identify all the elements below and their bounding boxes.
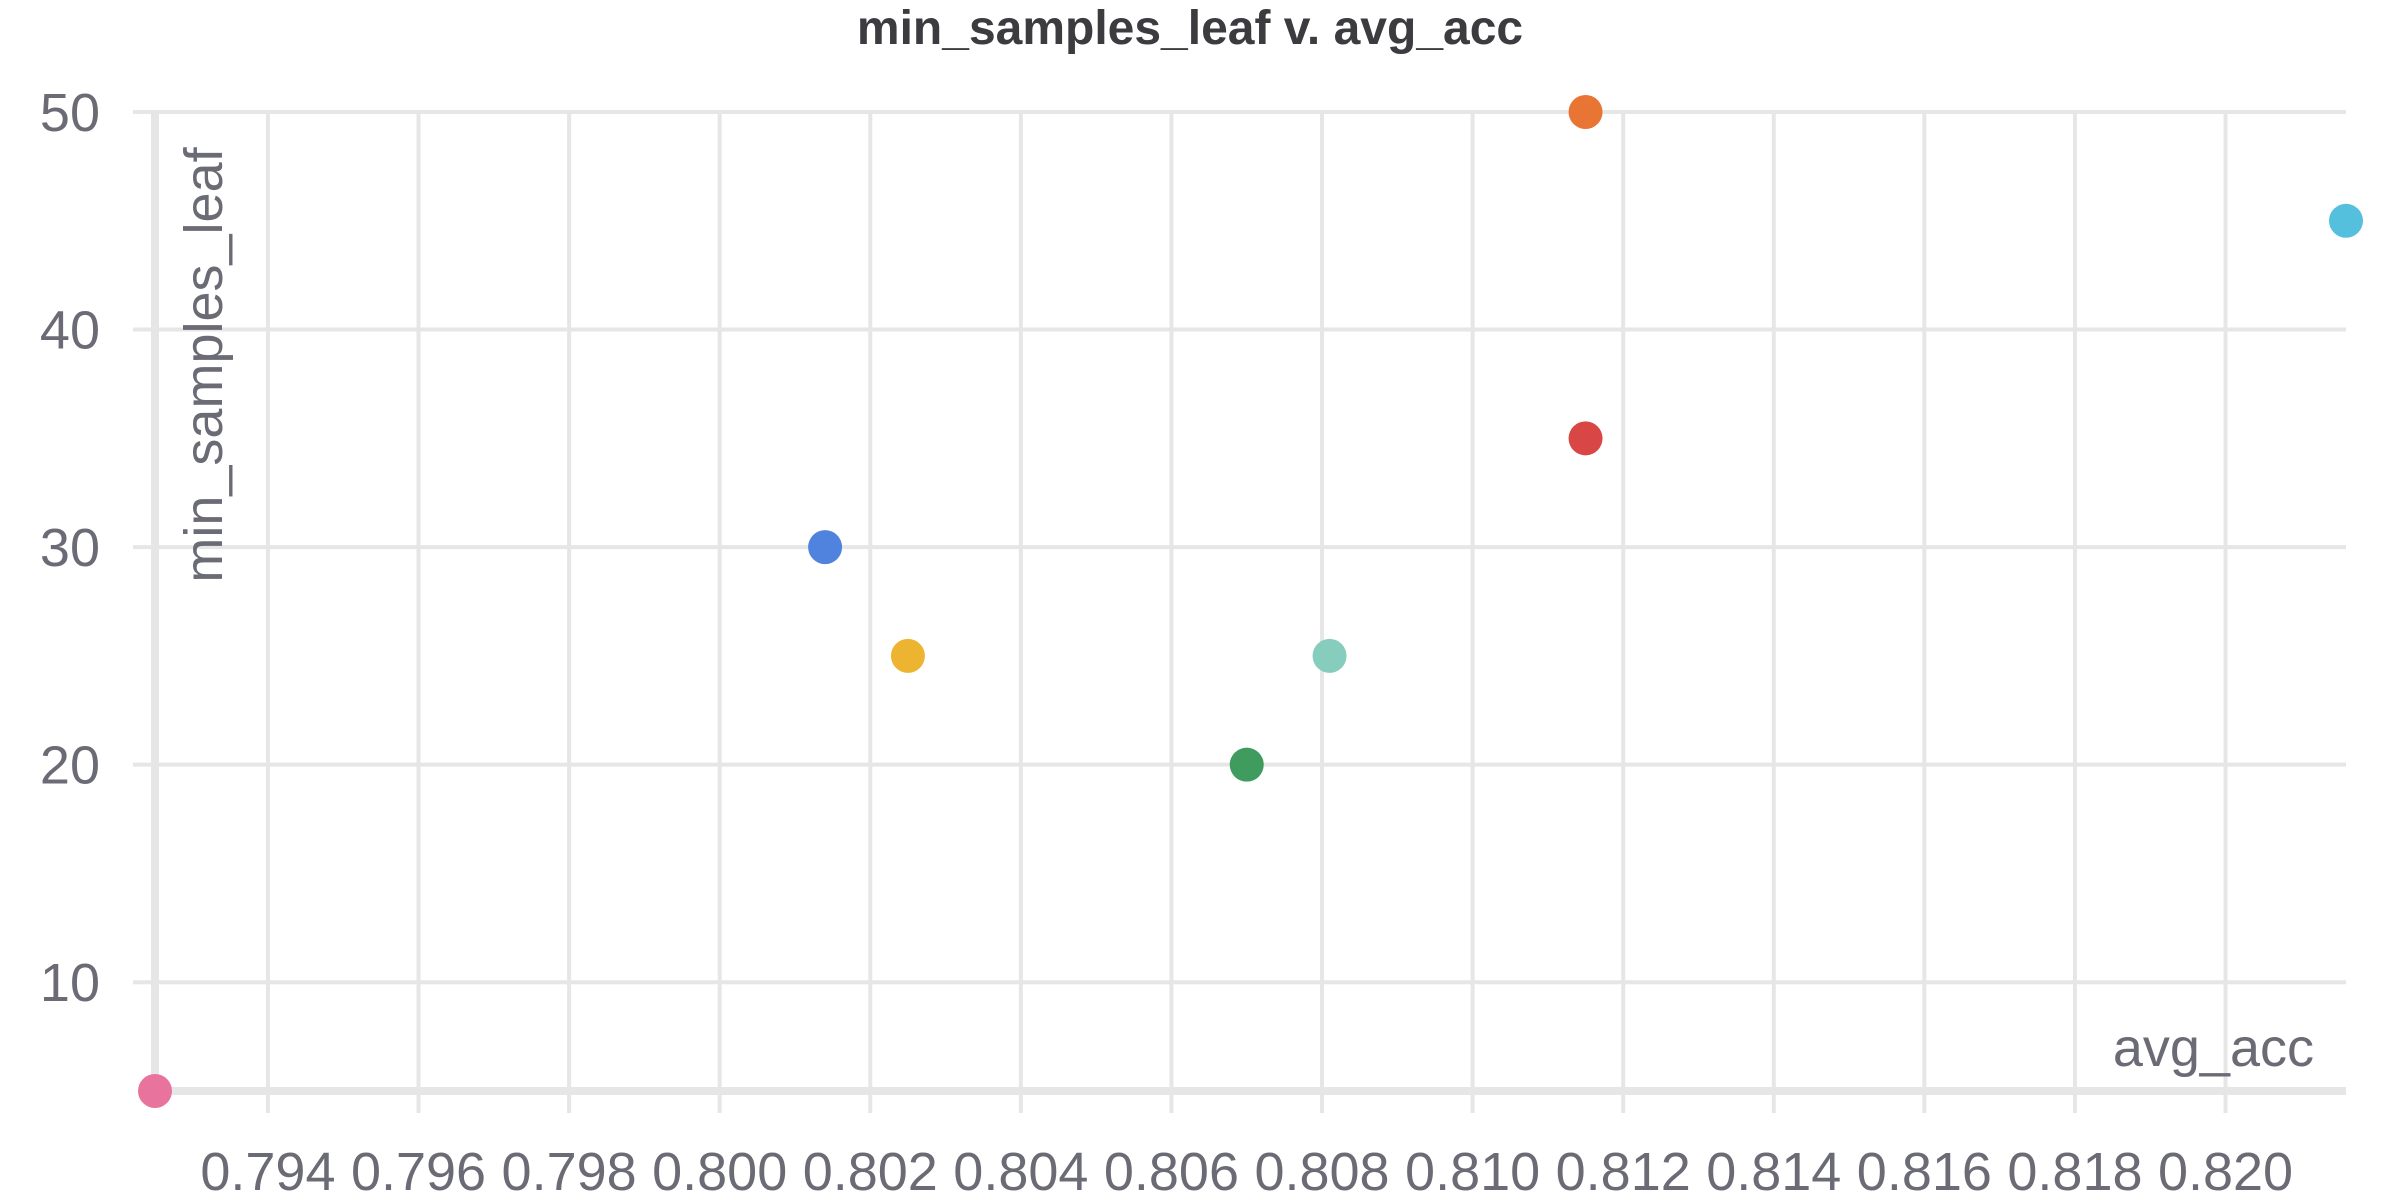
x-tick-label: 0.798 [502,1142,637,1200]
x-tick-label: 0.818 [2007,1142,2142,1200]
x-tick-label: 0.794 [200,1142,335,1200]
x-tick-label: 0.812 [1556,1142,1691,1200]
y-tick-label: 20 [40,736,100,796]
tick-labels: 0.794 0.796 0.798 0.800 0.802 0.804 0.806 0.808… [40,83,2293,1200]
scatter-point [138,1074,172,1108]
grid [155,110,2346,1091]
x-tick-label: 0.820 [2158,1142,2293,1200]
x-tick-label: 0.806 [1104,1142,1239,1200]
scatter-point [1229,747,1264,782]
scatter-point [1568,95,1603,129]
y-axis-title: min_samples_leaf [174,146,234,582]
scatter-point [2329,203,2363,238]
y-tick-label: 30 [40,518,100,578]
y-tick-label: 10 [40,953,100,1013]
data-points [138,95,2363,1108]
x-tick-label: 0.804 [953,1142,1088,1200]
x-tick-label: 0.796 [351,1142,486,1200]
scatter-point [1312,638,1347,673]
scatter-point [890,638,925,673]
x-tick-label: 0.814 [1706,1142,1841,1200]
x-tick-label: 0.800 [652,1142,787,1200]
x-tick-label: 0.808 [1254,1142,1389,1200]
y-tick-label: 40 [40,301,100,361]
chart-title: min_samples_leaf v. avg_acc [857,2,1523,55]
x-tick-label: 0.810 [1405,1142,1540,1200]
axes [133,110,2346,1113]
x-tick-label: 0.816 [1857,1142,1992,1200]
x-axis-title: avg_acc [2113,1018,2314,1078]
scatter-point [1568,421,1603,456]
x-tick-label: 0.802 [803,1142,938,1200]
y-tick-label: 50 [40,83,100,143]
scatter-point [808,530,843,565]
